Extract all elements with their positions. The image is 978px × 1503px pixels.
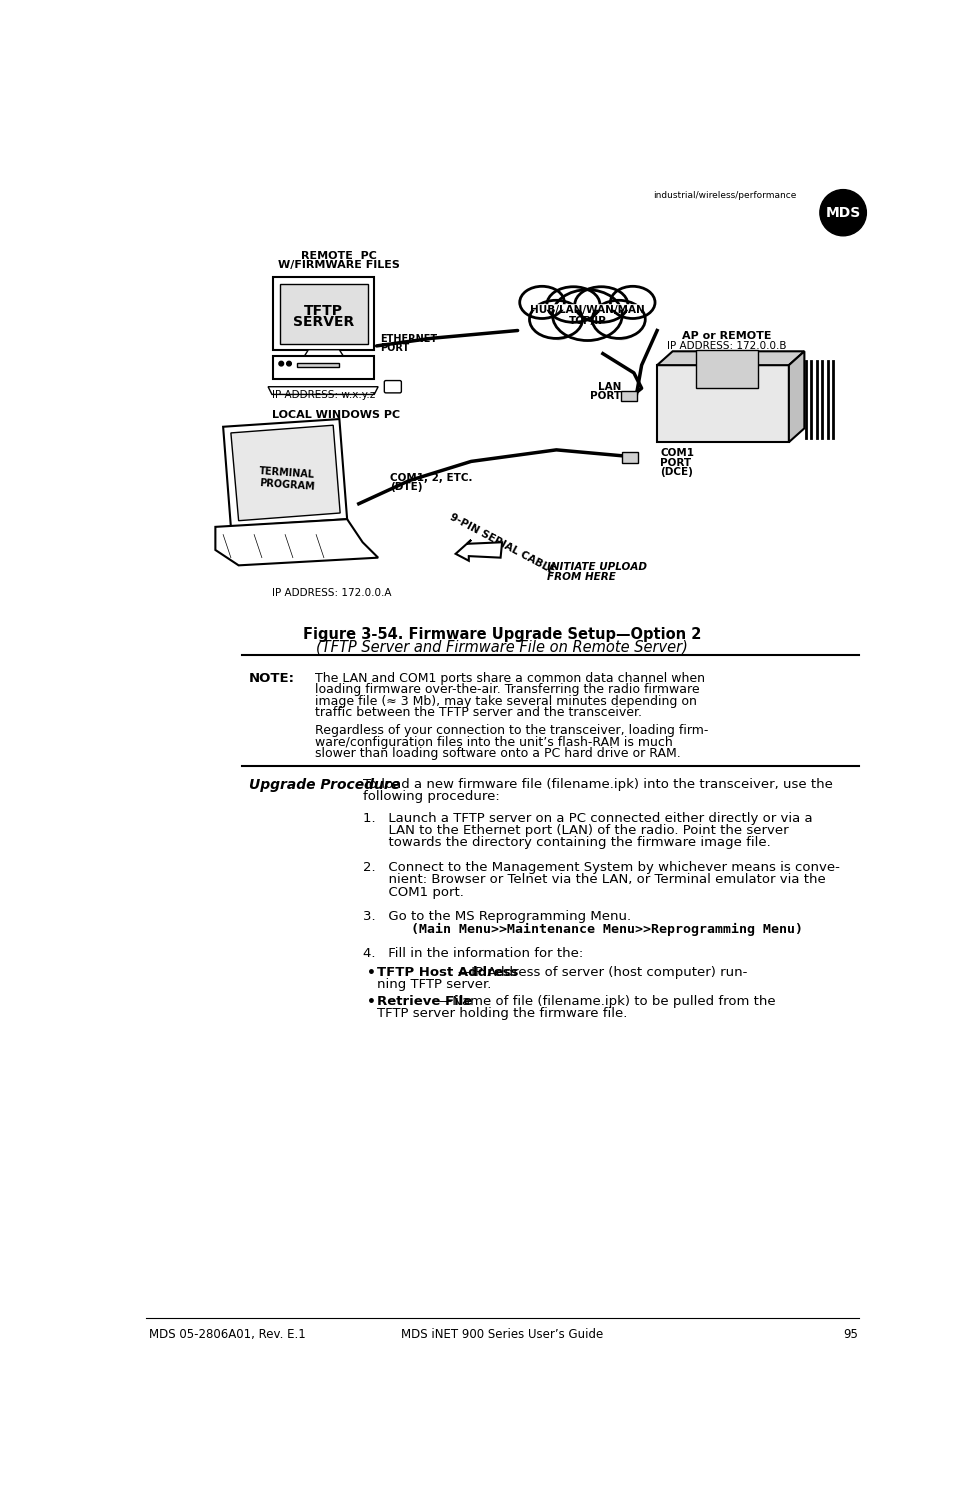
Polygon shape	[304, 350, 343, 356]
FancyBboxPatch shape	[280, 284, 368, 344]
Circle shape	[279, 361, 284, 365]
Text: •: •	[367, 995, 376, 1009]
Circle shape	[530, 292, 559, 320]
Text: NOTE:: NOTE:	[248, 672, 294, 685]
Text: REMOTE  PC: REMOTE PC	[301, 251, 377, 262]
Text: MDS 05-2806A01, Rev. E.1: MDS 05-2806A01, Rev. E.1	[150, 1327, 306, 1341]
FancyBboxPatch shape	[622, 452, 637, 463]
Text: Retrieve File: Retrieve File	[377, 995, 471, 1009]
Text: PORT: PORT	[379, 343, 409, 353]
Circle shape	[621, 292, 649, 320]
FancyBboxPatch shape	[695, 350, 757, 388]
Polygon shape	[223, 419, 347, 528]
Text: 3.   Go to the MS Reprogramming Menu.: 3. Go to the MS Reprogramming Menu.	[362, 911, 630, 923]
Text: COM1, 2, ETC.: COM1, 2, ETC.	[389, 473, 471, 482]
Text: LAN: LAN	[598, 382, 621, 392]
Text: 1.   Launch a TFTP server on a PC connected either directly or via a: 1. Launch a TFTP server on a PC connecte…	[362, 812, 812, 825]
Ellipse shape	[552, 290, 622, 341]
FancyBboxPatch shape	[621, 391, 637, 401]
Text: PORT: PORT	[590, 391, 621, 401]
Text: MDS iNET 900 Series User’s Guide: MDS iNET 900 Series User’s Guide	[401, 1327, 602, 1341]
Polygon shape	[215, 519, 378, 565]
Text: (DCE): (DCE)	[659, 467, 692, 476]
Text: PORT: PORT	[659, 457, 690, 467]
Text: IP ADDRESS: w.x.y.z: IP ADDRESS: w.x.y.z	[272, 389, 375, 400]
Circle shape	[588, 292, 620, 323]
Text: W/FIRMWARE FILES: W/FIRMWARE FILES	[278, 260, 400, 271]
Text: (DTE): (DTE)	[389, 482, 422, 491]
Text: COM1: COM1	[659, 448, 693, 458]
Text: following procedure:: following procedure:	[362, 791, 499, 803]
Circle shape	[541, 305, 576, 340]
Text: AP or REMOTE: AP or REMOTE	[682, 331, 771, 341]
Polygon shape	[656, 352, 804, 365]
Text: 95: 95	[843, 1327, 858, 1341]
Text: image file (≈ 3 Mb), may take several minutes depending on: image file (≈ 3 Mb), may take several mi…	[314, 694, 695, 708]
Text: SERVER: SERVER	[293, 316, 354, 329]
Text: MDS: MDS	[824, 206, 860, 219]
Text: —Name of file (filename.ipk) to be pulled from the: —Name of file (filename.ipk) to be pulle…	[438, 995, 775, 1009]
Text: Regardless of your connection to the transceiver, loading firm-: Regardless of your connection to the tra…	[314, 724, 707, 736]
Circle shape	[567, 295, 613, 341]
Text: TCP/IP: TCP/IP	[568, 316, 605, 326]
Text: 9-PIN SERIAL CABLE: 9-PIN SERIAL CABLE	[448, 511, 556, 576]
Text: Figure 3-54. Firmware Upgrade Setup—Option 2: Figure 3-54. Firmware Upgrade Setup—Opti…	[302, 627, 700, 642]
Text: PROGRAM: PROGRAM	[259, 478, 315, 491]
Circle shape	[604, 305, 639, 340]
FancyBboxPatch shape	[384, 380, 401, 392]
Text: 4.   Fill in the information for the:: 4. Fill in the information for the:	[362, 947, 582, 960]
Circle shape	[819, 189, 866, 236]
Text: traffic between the TFTP server and the transceiver.: traffic between the TFTP server and the …	[314, 706, 641, 720]
Text: TFTP: TFTP	[304, 304, 343, 317]
Text: INITIATE UPLOAD: INITIATE UPLOAD	[547, 562, 646, 571]
Ellipse shape	[529, 301, 582, 338]
Text: (TFTP Server and Firmware File on Remote Server): (TFTP Server and Firmware File on Remote…	[316, 639, 688, 654]
Text: nient: Browser or Telnet via the LAN, or Terminal emulator via the: nient: Browser or Telnet via the LAN, or…	[362, 873, 824, 887]
Text: LAN to the Ethernet port (LAN) of the radio. Point the server: LAN to the Ethernet port (LAN) of the ra…	[362, 824, 787, 837]
Polygon shape	[231, 425, 339, 520]
Text: IP ADDRESS: 172.0.0.A: IP ADDRESS: 172.0.0.A	[272, 589, 391, 598]
Ellipse shape	[609, 286, 654, 319]
Ellipse shape	[519, 286, 563, 319]
Polygon shape	[788, 352, 804, 442]
Text: IP ADDRESS: 172.0.0.B: IP ADDRESS: 172.0.0.B	[666, 341, 785, 350]
Text: industrial/wireless/performance: industrial/wireless/performance	[652, 191, 796, 200]
Text: TFTP server holding the firmware file.: TFTP server holding the firmware file.	[377, 1007, 626, 1021]
Text: LOCAL WINDOWS PC: LOCAL WINDOWS PC	[272, 410, 400, 419]
Circle shape	[287, 361, 291, 365]
Text: Upgrade Procedure: Upgrade Procedure	[248, 779, 399, 792]
Text: •: •	[367, 966, 376, 980]
Ellipse shape	[547, 287, 600, 322]
Text: —IP Address of server (host computer) run-: —IP Address of server (host computer) ru…	[458, 966, 747, 978]
Text: To load a new firmware file (filename.ipk) into the transceiver, use the: To load a new firmware file (filename.ip…	[362, 779, 831, 791]
Text: TERMINAL: TERMINAL	[259, 466, 315, 479]
FancyBboxPatch shape	[656, 365, 788, 442]
Ellipse shape	[574, 287, 627, 322]
Text: loading firmware over-the-air. Transferring the radio firmware: loading firmware over-the-air. Transferr…	[314, 684, 698, 696]
FancyBboxPatch shape	[296, 362, 339, 367]
Ellipse shape	[592, 301, 645, 338]
Text: The LAN and COM1 ports share a common data channel when: The LAN and COM1 ports share a common da…	[314, 672, 704, 685]
Text: ware/configuration files into the unit’s flash-RAM is much: ware/configuration files into the unit’s…	[314, 735, 672, 748]
Text: towards the directory containing the firmware image file.: towards the directory containing the fir…	[362, 836, 770, 849]
Text: 2.   Connect to the Management System by whichever means is conve-: 2. Connect to the Management System by w…	[362, 861, 839, 875]
Text: HUB/LAN/WAN/MAN: HUB/LAN/WAN/MAN	[529, 305, 645, 316]
Text: ETHERNET: ETHERNET	[379, 334, 436, 344]
Text: ning TFTP server.: ning TFTP server.	[377, 978, 490, 990]
FancyBboxPatch shape	[273, 277, 374, 350]
Polygon shape	[268, 386, 378, 394]
Text: TFTP Host Address: TFTP Host Address	[377, 966, 517, 978]
Text: COM1 port.: COM1 port.	[362, 885, 463, 899]
Circle shape	[559, 292, 592, 323]
Text: FROM HERE: FROM HERE	[547, 571, 615, 582]
FancyBboxPatch shape	[273, 356, 374, 379]
Text: slower than loading software onto a PC hard drive or RAM.: slower than loading software onto a PC h…	[314, 747, 680, 761]
Polygon shape	[455, 540, 502, 561]
Text: (Main Menu>>Maintenance Menu>>Reprogramming Menu): (Main Menu>>Maintenance Menu>>Reprogramm…	[362, 923, 802, 936]
